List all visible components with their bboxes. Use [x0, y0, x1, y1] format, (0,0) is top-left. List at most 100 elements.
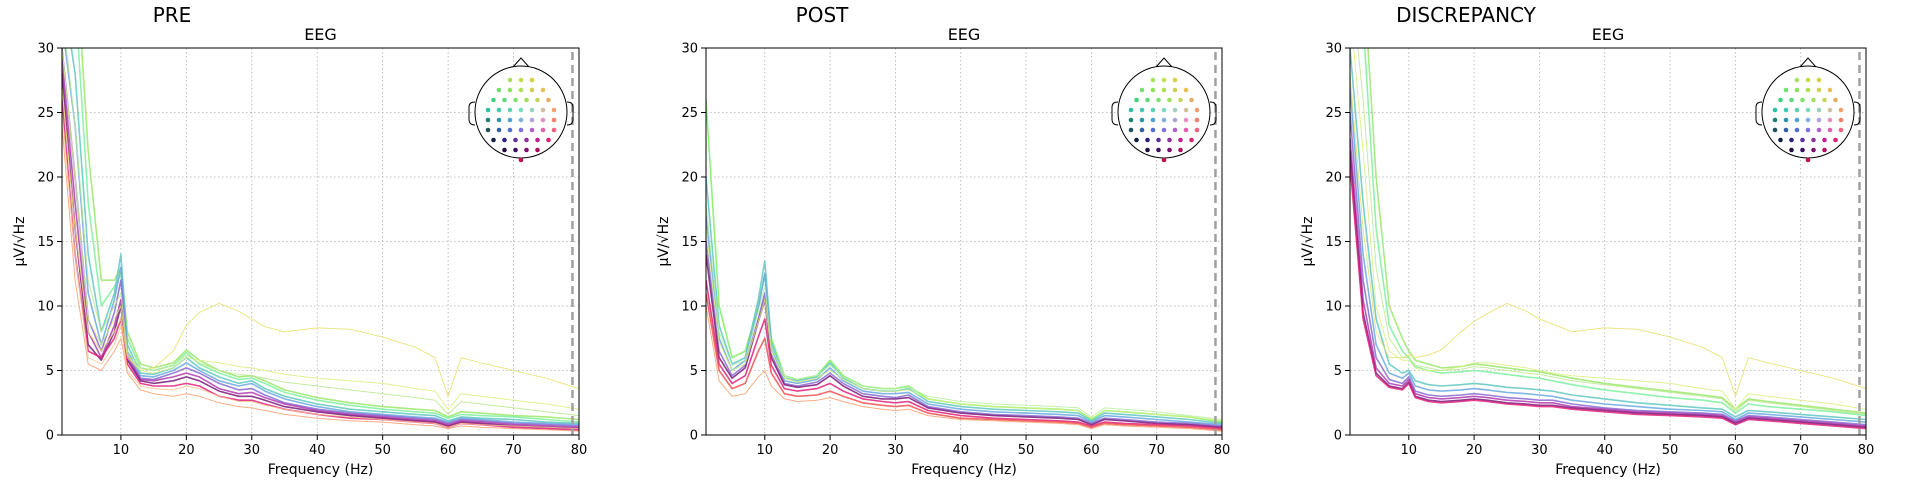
sensor-dot	[1794, 77, 1800, 83]
x-tick-label: 70	[1148, 443, 1165, 458]
sensor-dot	[551, 107, 557, 113]
chart-panel-post: POST EEG 10 20 30 40 50 60 70 80 0 5 10 15 20 25 30 Frequ…	[656, 3, 1230, 478]
sensor-dot	[1128, 107, 1134, 113]
sensor-dot	[524, 137, 529, 143]
sensor-dot	[1194, 127, 1200, 133]
sensor-dot	[1194, 107, 1200, 113]
y-tick-label: 30	[681, 42, 698, 57]
sensor-dot	[491, 137, 496, 143]
sensor-dot	[1183, 117, 1189, 123]
y-tick-label: 10	[681, 300, 698, 315]
y-tick-label: 5	[1334, 364, 1342, 379]
sensor-dot	[1816, 107, 1822, 113]
sensor-dot	[1838, 127, 1844, 133]
head-nose	[1799, 57, 1817, 68]
sensor-dot	[1811, 137, 1816, 143]
sensor-dot	[1150, 127, 1156, 133]
sensor-dot	[1778, 137, 1783, 143]
series-line-9	[1353, 48, 1866, 410]
sensor-dot	[1827, 87, 1833, 93]
sensor-dot	[524, 97, 529, 103]
sensor-dot	[1822, 137, 1827, 143]
sensor-dot	[1772, 127, 1778, 133]
series-line-8	[1350, 73, 1866, 397]
sensor-dot	[1772, 117, 1778, 123]
series-line-7	[1350, 164, 1866, 430]
sensor-dot	[1167, 147, 1172, 153]
x-tick-label: 30	[887, 443, 904, 458]
series-line-8	[62, 125, 579, 432]
sensor-dot	[1838, 117, 1844, 123]
y-axis-label: µV/√Hz	[1300, 217, 1316, 267]
sensor-dot	[513, 97, 518, 103]
series-line-7	[706, 305, 1222, 432]
sensor-dot	[507, 127, 513, 133]
sensor-dot	[518, 117, 524, 123]
sensor-dot	[1178, 147, 1183, 153]
sensor-dot	[1772, 107, 1778, 113]
sensor-dot	[1816, 87, 1822, 93]
head-ear-left	[468, 101, 476, 126]
series-line-3	[64, 48, 579, 426]
sensor-dot	[502, 137, 507, 143]
axes-title: EEG	[304, 25, 337, 44]
series-line-6	[62, 73, 579, 430]
sensor-dot	[1139, 87, 1145, 93]
x-tick-label: 40	[1596, 443, 1613, 458]
sensor-dot	[1134, 137, 1139, 143]
series-line-10	[62, 86, 579, 397]
sensor-dot	[502, 97, 507, 103]
sensor-dot	[1822, 147, 1827, 153]
series-line-6	[706, 292, 1222, 431]
sensor-dot	[1128, 117, 1134, 123]
series-line-2	[70, 48, 579, 425]
sensor-dot	[535, 147, 540, 153]
sensor-dot	[491, 97, 496, 103]
x-tick-label: 50	[374, 443, 391, 458]
sensor-dot	[502, 147, 507, 153]
series-line-9	[706, 228, 1222, 422]
head-nose	[1155, 57, 1173, 68]
x-tick-label: 50	[1018, 443, 1035, 458]
sensor-dot	[529, 117, 535, 123]
sensor-topomap	[1755, 57, 1861, 163]
sensor-dot	[1805, 117, 1811, 123]
sensor-dot	[1789, 137, 1794, 143]
sensor-dot	[1167, 137, 1172, 143]
x-tick-label: 40	[309, 443, 326, 458]
sensor-dot	[1156, 147, 1161, 153]
sensor-dot	[507, 107, 513, 113]
sensor-dot	[1789, 97, 1794, 103]
series-line-9	[62, 112, 579, 430]
axes-title: EEG	[948, 25, 981, 44]
sensor-dot	[1783, 127, 1789, 133]
sensor-dot	[1838, 107, 1844, 113]
y-tick-label: 20	[1325, 171, 1342, 186]
y-tick-label: 0	[46, 429, 54, 444]
sensor-dot	[540, 87, 546, 93]
sensor-dot	[1139, 107, 1145, 113]
y-tick-label: 25	[681, 106, 698, 121]
sensor-dot	[524, 147, 529, 153]
axes-title: EEG	[1592, 25, 1625, 44]
series-line-5	[1350, 138, 1866, 427]
sensor-dot	[496, 87, 502, 93]
sensor-dot	[1811, 147, 1816, 153]
sensor-dot	[1794, 127, 1800, 133]
head-ear-right	[1853, 101, 1861, 126]
y-axis-label: µV/√Hz	[656, 217, 672, 267]
sensor-dot	[1800, 137, 1805, 143]
series-line-4	[1350, 112, 1866, 426]
sensor-dot	[1161, 77, 1167, 83]
series-line-12	[65, 48, 579, 417]
sensor-dot	[1800, 147, 1805, 153]
sensor-dot	[1150, 117, 1156, 123]
sensor-dot	[1833, 97, 1838, 103]
series-line-3	[706, 241, 1222, 427]
chart-panel-discrepancy: DISCREPANCY EEG 10 20 30 40 50 60 70 80 0 5 10 15 20 25…	[1300, 3, 1874, 478]
sensor-dot	[1783, 117, 1789, 123]
sensor-dot	[1783, 107, 1789, 113]
x-tick-label: 20	[1466, 443, 1483, 458]
series-group	[62, 48, 579, 432]
